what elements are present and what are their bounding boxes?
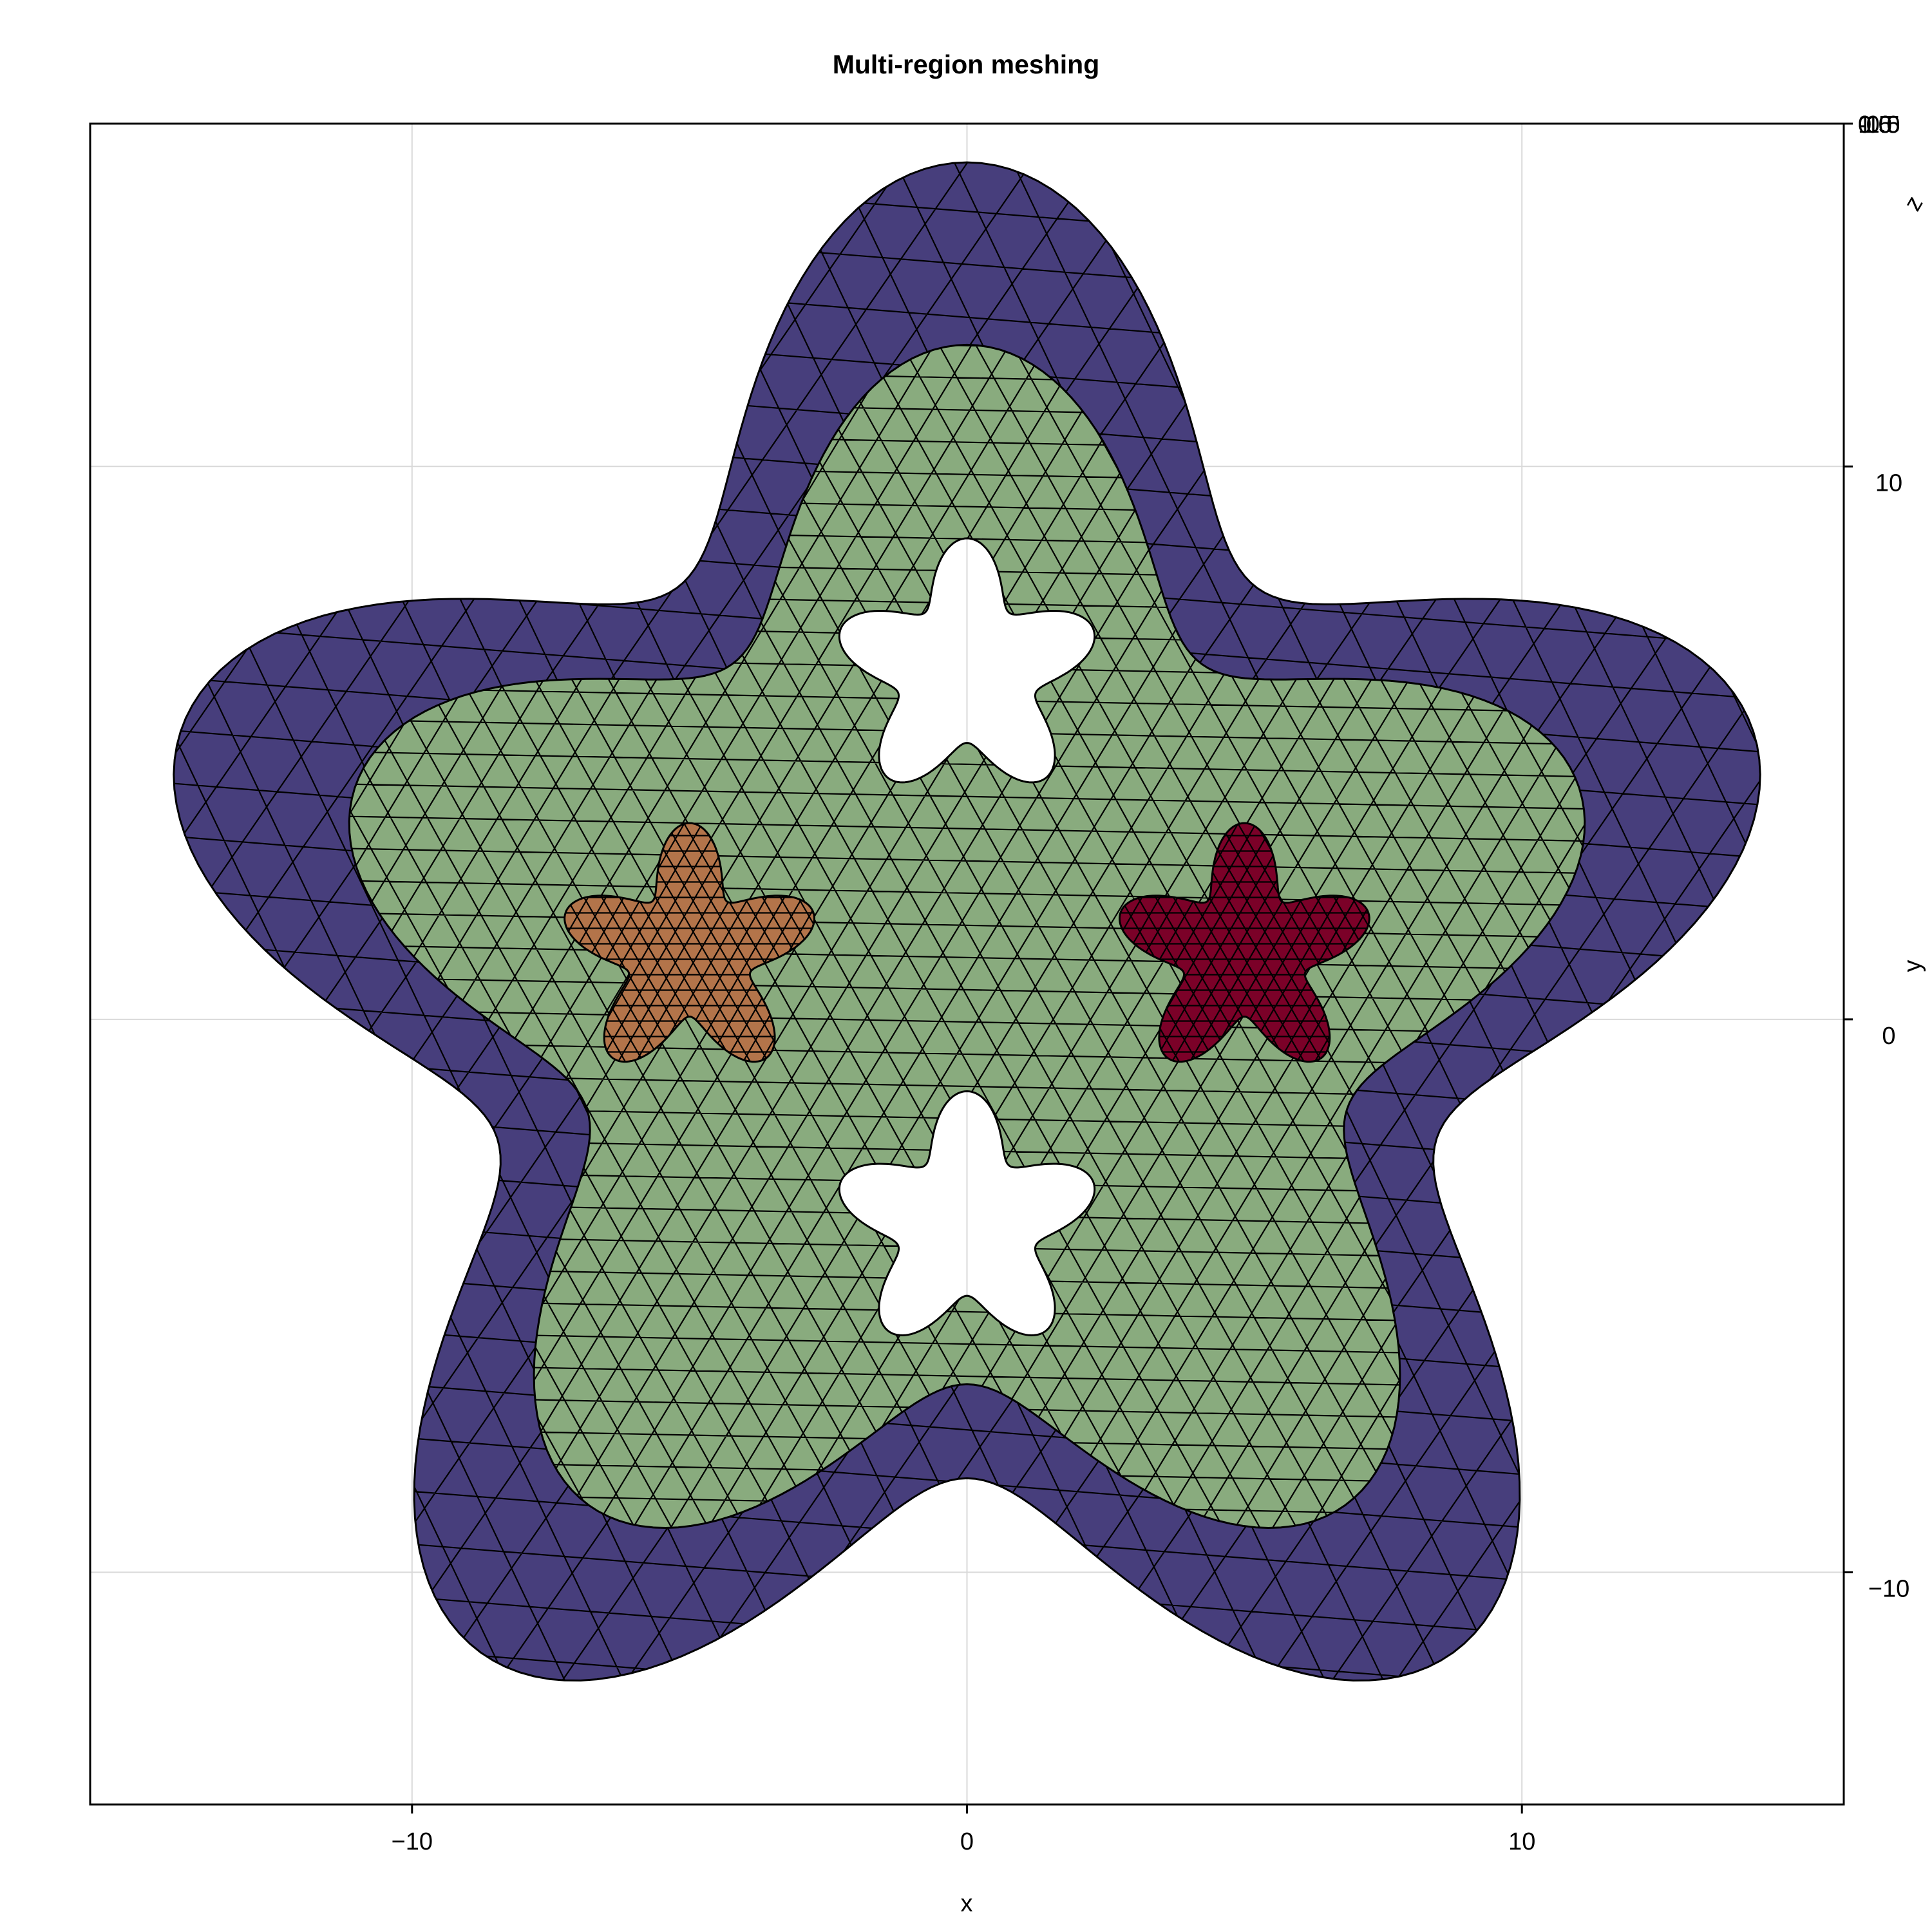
x-tick-label: 10 — [1508, 1828, 1535, 1855]
right-star-region — [1119, 822, 1370, 1063]
x-tick-label: −10 — [392, 1828, 433, 1855]
z-tick-label: 0.5 — [1858, 111, 1892, 138]
z-axis-label: z — [1899, 191, 1929, 215]
inner-region — [348, 343, 1586, 1529]
y-tick-label: 10 — [1875, 469, 1902, 497]
z-tick-label: -0.5 — [1858, 111, 1900, 138]
top-hole-boundary — [838, 537, 1096, 784]
y-axis-label: y — [1899, 960, 1926, 972]
z-tick-label: 1.0 — [1858, 111, 1892, 138]
bottom-hole-boundary — [838, 1090, 1096, 1336]
y-tick-label: 0 — [1882, 1023, 1895, 1050]
z-tick-label: 0.0 — [1858, 111, 1892, 138]
chart-title: Multi-region meshing — [833, 50, 1100, 79]
y-axis-ticks: −10 0 10 — [1844, 465, 1909, 1602]
z-axis-ticks: 1.00.50.0-0.5-1.0 — [1844, 111, 1900, 138]
x-tick-label: 0 — [960, 1828, 974, 1855]
x-axis-label: x — [961, 1890, 973, 1917]
y-tick-label: −10 — [1868, 1575, 1909, 1602]
z-tick-label: -1.0 — [1858, 111, 1900, 138]
x-axis-ticks: −10 0 10 — [392, 1804, 1535, 1855]
